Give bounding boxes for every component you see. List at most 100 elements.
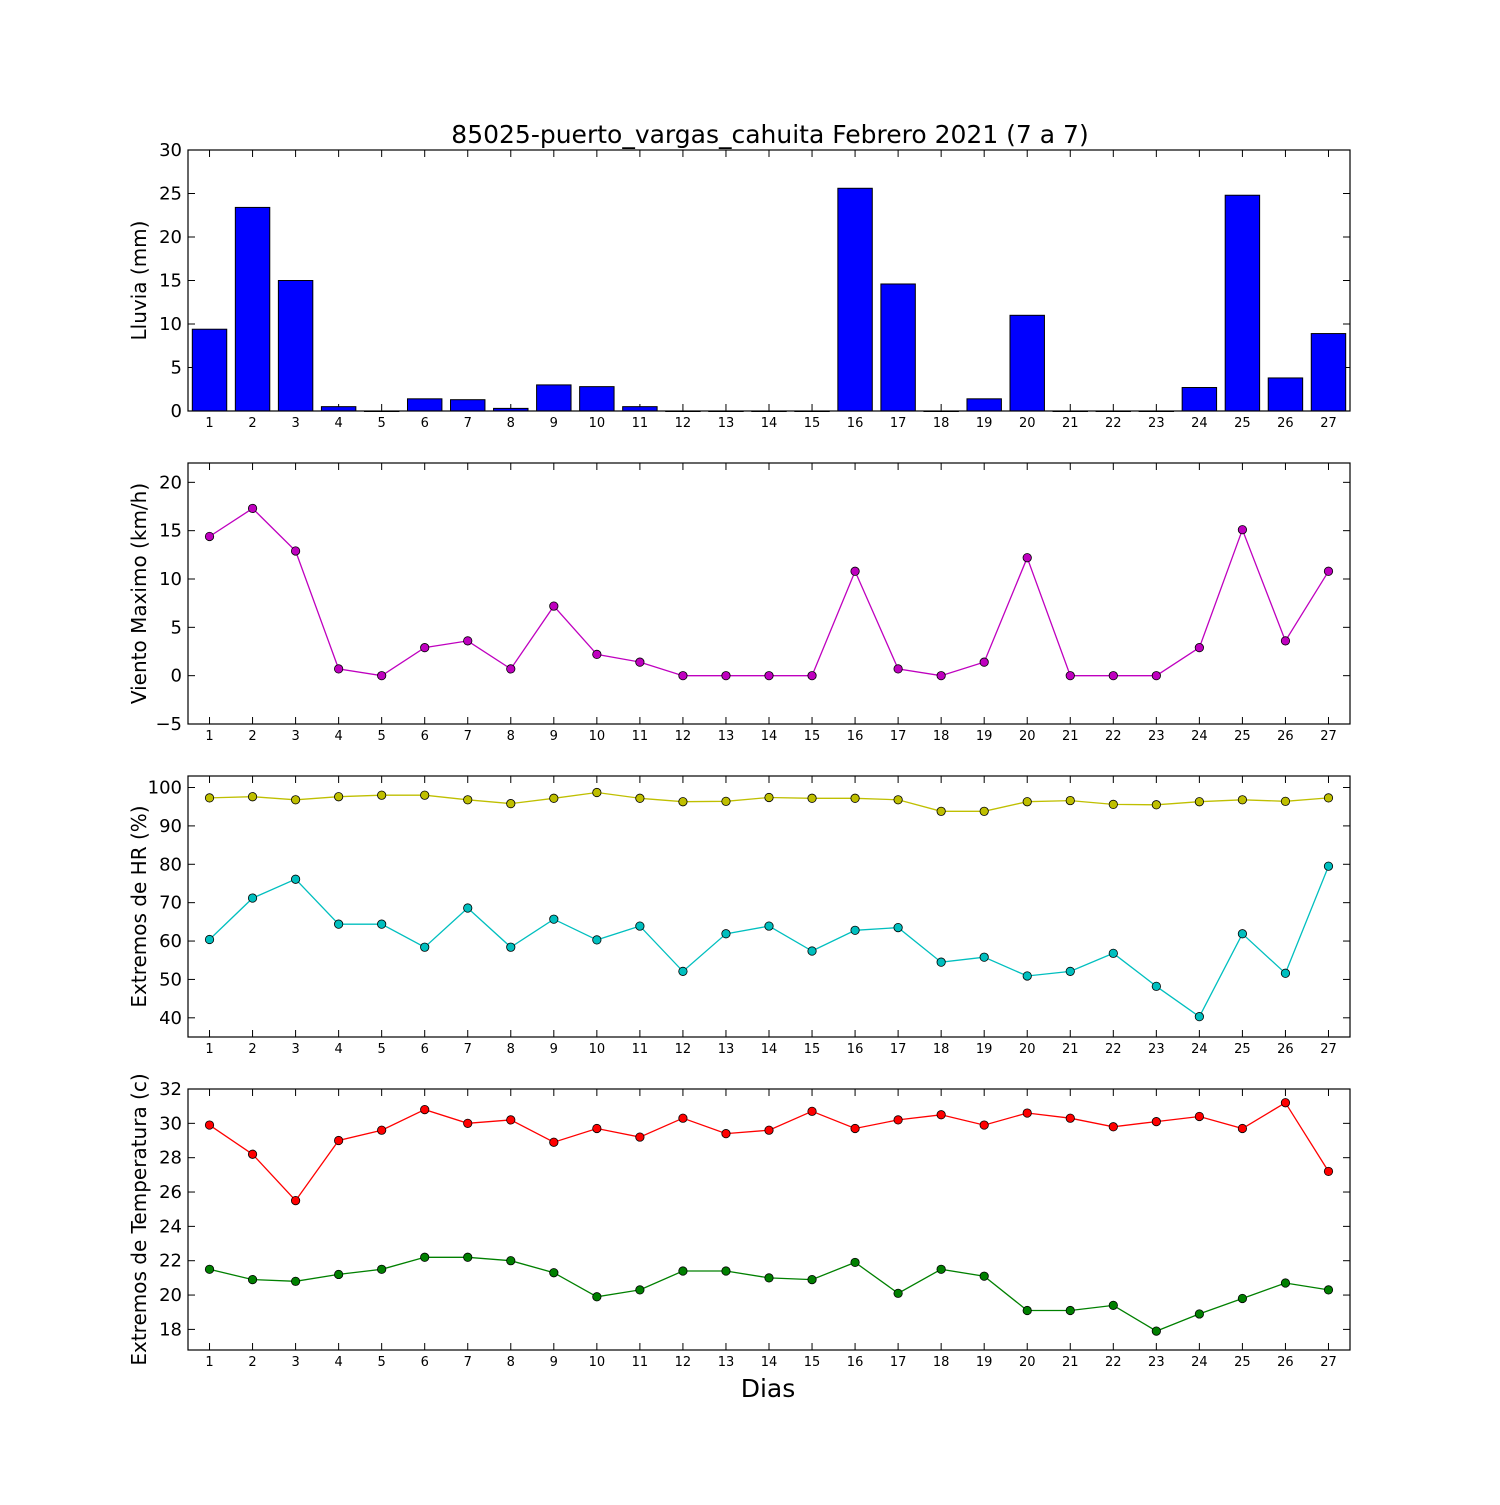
x-tick-label: 14 xyxy=(761,416,778,431)
series-point xyxy=(1323,861,1334,871)
series-point xyxy=(936,1264,946,1274)
series-point xyxy=(979,1271,989,1281)
series-point xyxy=(420,1105,430,1115)
series-point xyxy=(764,792,774,803)
x-tick-label: 7 xyxy=(464,1355,472,1370)
x-tick-label: 19 xyxy=(976,1355,993,1370)
y-tick-label: 30 xyxy=(159,140,182,161)
series-point xyxy=(893,1288,903,1298)
bar xyxy=(191,328,228,412)
series-point xyxy=(463,1118,473,1128)
series-point xyxy=(549,914,559,924)
y-tick-label: 100 xyxy=(148,778,182,799)
x-tick-label: 24 xyxy=(1191,416,1208,431)
x-tick-label: 5 xyxy=(378,729,386,744)
x-tick-label: 20 xyxy=(1019,416,1036,431)
series-point xyxy=(463,1252,473,1262)
series-point xyxy=(1108,1122,1118,1132)
series-point xyxy=(850,1123,860,1134)
series-point xyxy=(1151,1117,1161,1127)
x-tick-label: 12 xyxy=(675,416,692,431)
x-tick-label: 12 xyxy=(675,1355,692,1370)
bar xyxy=(622,406,658,412)
series-point xyxy=(936,806,946,816)
series-point xyxy=(1065,671,1075,681)
bar xyxy=(1310,333,1347,412)
series-point xyxy=(506,1115,516,1125)
x-tick-label: 8 xyxy=(507,1042,515,1057)
x-tick-label: 14 xyxy=(761,729,778,744)
x-tick-label: 16 xyxy=(847,1355,864,1370)
y-tick-label: 20 xyxy=(159,1285,182,1306)
series-point xyxy=(764,1273,774,1283)
series-point xyxy=(635,1132,645,1142)
series-point xyxy=(463,795,473,805)
series-point xyxy=(1022,1305,1032,1316)
y-tick-label: 25 xyxy=(159,184,182,205)
plot-frame xyxy=(187,462,1351,725)
x-tick-label: 26 xyxy=(1277,729,1294,744)
series-point xyxy=(463,636,473,646)
series-point xyxy=(1237,1123,1248,1134)
x-tick-label: 10 xyxy=(589,416,606,431)
series-point xyxy=(204,793,215,803)
bar xyxy=(966,398,1002,412)
x-tick-label: 11 xyxy=(632,416,649,431)
series-point xyxy=(247,792,258,802)
y-axis-label: Lluvia (mm) xyxy=(127,221,151,341)
series-point xyxy=(334,1135,344,1146)
series-point xyxy=(979,657,989,667)
series-point xyxy=(334,919,344,929)
x-tick-label: 18 xyxy=(933,729,950,744)
x-tick-label: 4 xyxy=(334,1355,342,1370)
series-point xyxy=(807,1106,817,1116)
x-tick-label: 19 xyxy=(976,416,993,431)
series-point xyxy=(204,531,215,542)
plot-frame xyxy=(187,775,1351,1038)
y-tick-label: 32 xyxy=(159,1079,182,1100)
series-point xyxy=(1108,671,1118,681)
series-point xyxy=(334,792,344,802)
series-point xyxy=(1237,795,1248,805)
bar xyxy=(450,399,486,412)
y-tick-label: 22 xyxy=(159,1251,182,1272)
x-tick-label: 16 xyxy=(847,416,864,431)
plot-frame xyxy=(187,1088,1351,1351)
y-tick-label: 18 xyxy=(159,1319,182,1340)
x-tick-label: 25 xyxy=(1234,729,1251,744)
x-tick-label: 7 xyxy=(464,1042,472,1057)
x-tick-label: 2 xyxy=(248,729,256,744)
y-tick-label: 0 xyxy=(171,401,182,422)
y-tick-label: 20 xyxy=(159,472,182,493)
series-point xyxy=(807,793,817,803)
series-point xyxy=(1108,948,1118,958)
y-tick-label: −5 xyxy=(155,714,182,735)
x-tick-label: 26 xyxy=(1277,1042,1294,1057)
x-tick-label: 1 xyxy=(205,1355,213,1370)
y-tick-label: 30 xyxy=(159,1113,182,1134)
x-tick-label: 5 xyxy=(378,1042,386,1057)
x-tick-label: 2 xyxy=(248,1355,256,1370)
x-tick-label: 20 xyxy=(1019,729,1036,744)
series-point xyxy=(506,942,516,952)
x-tick-label: 15 xyxy=(804,729,821,744)
series-point xyxy=(721,1129,731,1139)
series-point xyxy=(290,795,301,805)
x-tick-label: 13 xyxy=(718,1042,735,1057)
series-point xyxy=(204,934,215,945)
x-tick-label: 9 xyxy=(550,1355,558,1370)
series-point xyxy=(678,966,688,976)
series-point xyxy=(1323,1285,1334,1295)
series-point xyxy=(1108,1300,1118,1310)
series-point xyxy=(893,664,903,674)
x-tick-label: 23 xyxy=(1148,416,1165,431)
series-point xyxy=(1151,981,1161,991)
x-tick-label: 21 xyxy=(1062,1042,1079,1057)
series-point xyxy=(807,1274,817,1285)
y-axis-label: Extremos de Temperatura (c) xyxy=(127,1073,151,1365)
bar xyxy=(880,283,916,412)
series-point xyxy=(334,664,344,674)
